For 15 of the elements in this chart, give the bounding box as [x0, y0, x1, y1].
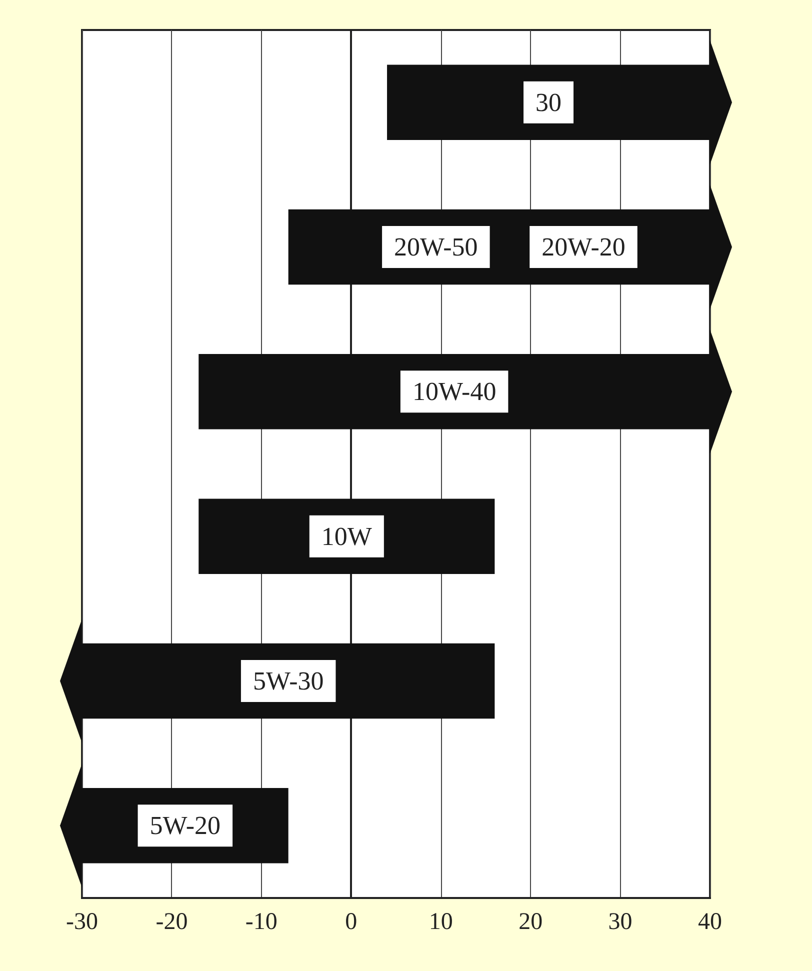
x-tick-label: -10	[245, 909, 278, 935]
x-tick-label: 10	[428, 909, 453, 935]
x-tick-label: 20	[518, 909, 543, 935]
y-tick-label: 5W-20	[150, 811, 221, 840]
x-tick-label: -20	[156, 909, 188, 935]
x-tick-label: 40	[698, 909, 722, 935]
x-tick-label: 30	[608, 909, 632, 935]
x-tick-label: -30	[66, 909, 98, 935]
bar	[198, 498, 495, 574]
x-tick-label: 0	[345, 909, 358, 935]
y-tick-label: 20W-50	[394, 232, 478, 262]
annotation: 20W-20	[542, 232, 626, 262]
y-tick-label: 5W-30	[252, 666, 324, 696]
y-tick-label: 10W	[321, 522, 372, 551]
y-tick-label: 10W-40	[412, 377, 496, 406]
